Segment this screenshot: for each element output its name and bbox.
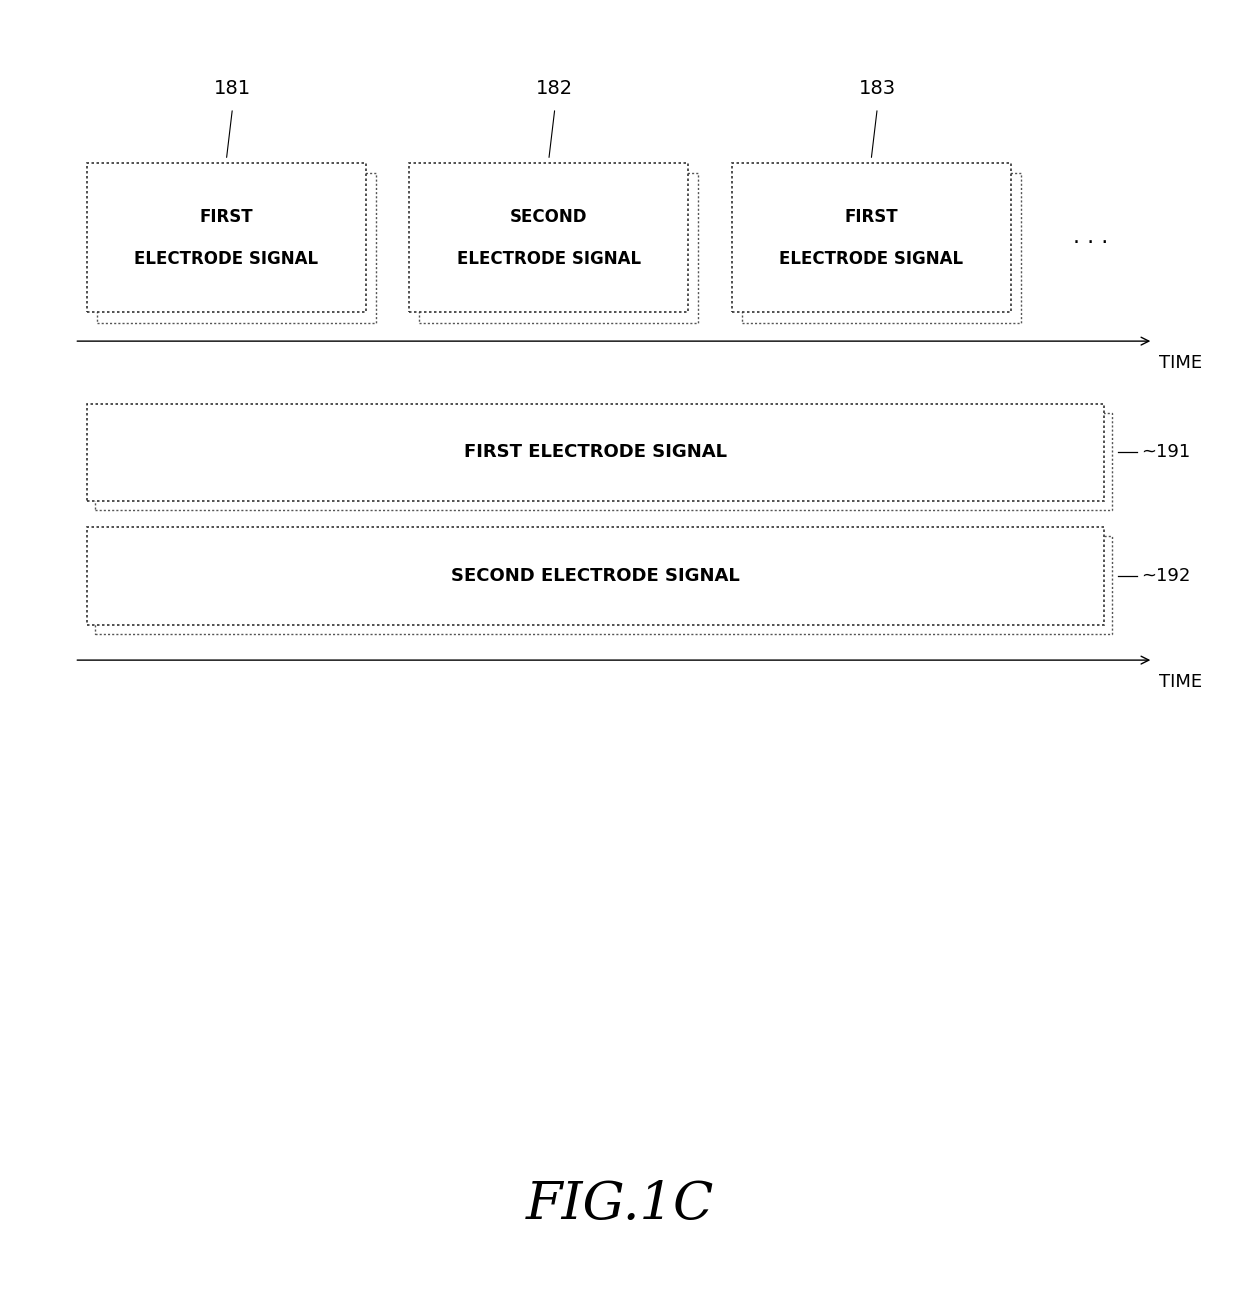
Bar — [742, 173, 1021, 323]
Text: ~192: ~192 — [1141, 568, 1190, 585]
Text: ELECTRODE SIGNAL: ELECTRODE SIGNAL — [456, 250, 641, 268]
Text: ELECTRODE SIGNAL: ELECTRODE SIGNAL — [779, 250, 963, 268]
Bar — [419, 173, 698, 323]
Text: FIRST: FIRST — [200, 207, 253, 225]
Bar — [97, 173, 376, 323]
Bar — [87, 527, 1104, 625]
Bar — [732, 163, 1011, 312]
Text: 182: 182 — [537, 78, 573, 98]
Bar — [87, 404, 1104, 501]
Text: SECOND ELECTRODE SIGNAL: SECOND ELECTRODE SIGNAL — [451, 568, 739, 585]
Text: FIG.1C: FIG.1C — [526, 1178, 714, 1230]
Bar — [87, 163, 366, 312]
Text: ELECTRODE SIGNAL: ELECTRODE SIGNAL — [134, 250, 319, 268]
Text: ~191: ~191 — [1141, 444, 1190, 461]
Bar — [409, 163, 688, 312]
Text: . . .: . . . — [1073, 227, 1107, 247]
Text: SECOND: SECOND — [510, 207, 588, 225]
Text: TIME: TIME — [1159, 354, 1203, 372]
Bar — [95, 413, 1112, 510]
Bar — [95, 536, 1112, 634]
Text: 183: 183 — [859, 78, 895, 98]
Text: 181: 181 — [215, 78, 250, 98]
Text: FIG.1B: FIG.1B — [527, 540, 713, 592]
Text: FIRST ELECTRODE SIGNAL: FIRST ELECTRODE SIGNAL — [464, 444, 727, 461]
Text: TIME: TIME — [1159, 673, 1203, 691]
Text: FIRST: FIRST — [844, 207, 898, 225]
